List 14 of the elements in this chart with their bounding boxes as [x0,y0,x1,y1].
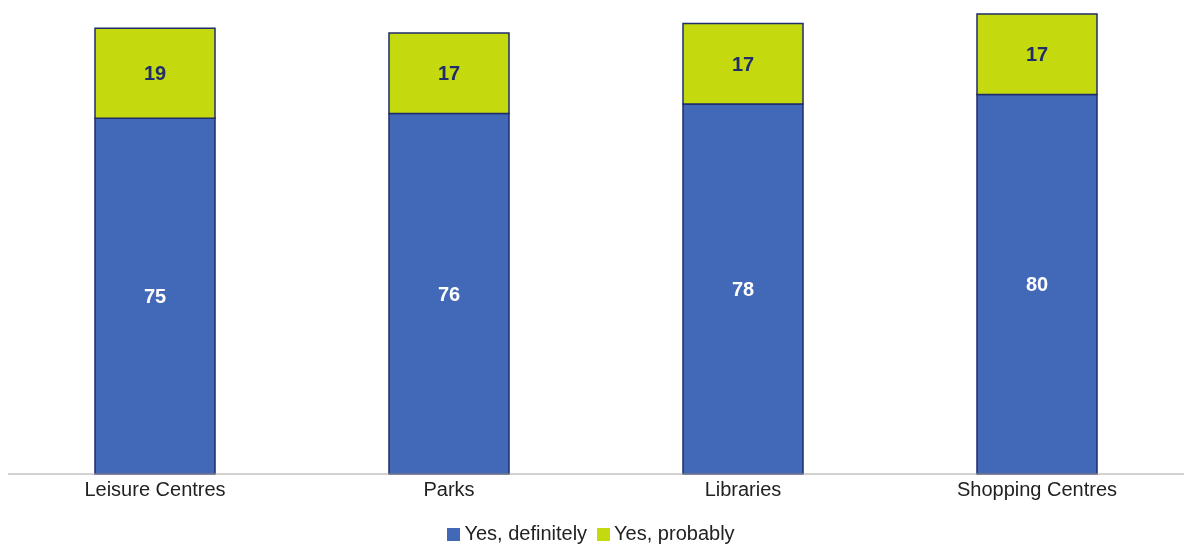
legend-label: Yes, probably [614,522,735,544]
x-tick-label: Shopping Centres [956,478,1118,501]
data-label: 19 [143,62,167,85]
x-tick-label: Libraries [704,478,782,501]
data-label: 17 [1025,43,1049,66]
data-label: 78 [731,278,755,301]
data-label: 80 [1025,273,1049,296]
legend-label: Yes, definitely [464,522,588,544]
data-label: 17 [731,52,755,75]
x-tick-label: Leisure Centres [84,478,226,501]
data-label: 76 [437,282,461,305]
data-label: 75 [143,285,167,308]
x-tick-label: Parks [423,478,475,501]
data-label: 17 [437,62,461,85]
